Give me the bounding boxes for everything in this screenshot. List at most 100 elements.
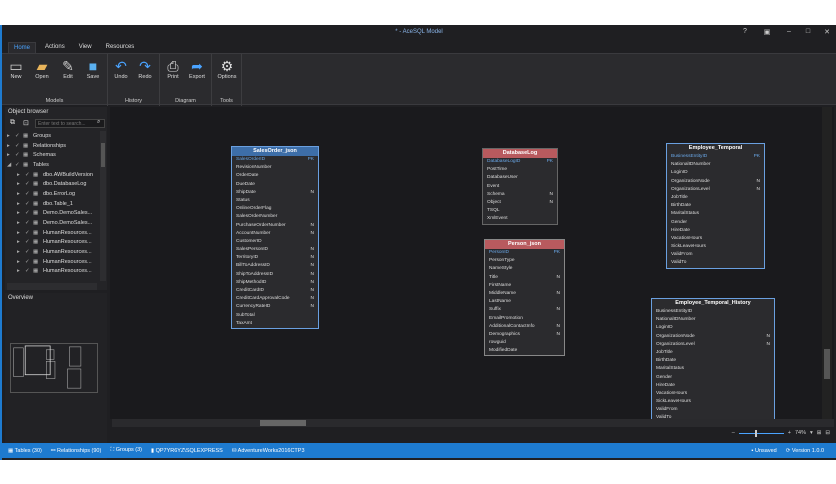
column-row[interactable]: LoginID [667,169,764,177]
tree-item[interactable]: ▸ ✓ ▦ Demo.DemoSales... [7,209,99,219]
column-row[interactable]: HireDate [652,382,774,390]
column-row[interactable]: BillToAddressID N [232,262,318,270]
column-row[interactable]: AdditionalContactInfo N [485,323,564,331]
expand-toggle-icon[interactable]: ▸ [17,200,20,207]
filter-icon[interactable]: ⊡ [23,120,29,127]
zoom-in-button[interactable]: + [787,430,791,436]
expand-toggle-icon[interactable]: ▸ [17,210,20,217]
column-row[interactable]: TerritoryID N [232,254,318,262]
table-header[interactable]: Employee_Temporal_History [652,299,774,308]
checkbox-icon[interactable]: ✓ [25,190,30,197]
column-row[interactable]: ValidTo [667,259,764,267]
save-button[interactable]: ■ Save [82,58,104,80]
column-row[interactable]: OrganizationLevel N [667,186,764,194]
tree-item[interactable]: ▸ ✓ ▦ HumanResources... [7,228,99,238]
column-row[interactable]: BirthDate [652,357,774,365]
column-row[interactable]: ValidFrom [652,406,774,414]
column-row[interactable]: MiddleName N [485,290,564,298]
column-row[interactable]: PersonType [485,257,564,265]
checkbox-icon[interactable]: ✓ [25,229,30,236]
search-input[interactable]: Enter text to search... [35,119,105,128]
expand-toggle-icon[interactable]: ▸ [17,258,20,265]
column-row[interactable]: ValidTo [652,414,774,422]
expand-toggle-icon[interactable]: ▸ [17,229,20,236]
tree-item[interactable]: ◢ ✓ ▦ Tables [7,160,99,170]
table-header[interactable]: Person_json [485,240,564,249]
expand-toggle-icon[interactable]: ▸ [17,171,20,178]
status-groups[interactable]: ⛶ Groups (3) [110,447,143,453]
table-header[interactable]: DatabaseLog [483,149,557,158]
column-row[interactable]: NationalIDNumber [652,316,774,324]
column-row[interactable]: TaxAmt [232,320,318,328]
tab-actions[interactable]: Actions [45,44,65,50]
column-row[interactable]: PersonID PK [485,249,564,257]
tree-item[interactable]: ▸ ✓ ▦ Relationships [7,141,99,151]
column-row[interactable]: MaritalStatus [652,365,774,373]
column-row[interactable]: FirstName [485,282,564,290]
column-row[interactable]: Gender [667,219,764,227]
expand-toggle-icon[interactable]: ▸ [7,132,10,139]
options-button[interactable]: ⚙ Options [216,58,238,80]
entity-table[interactable]: Employee_Temporal BusinessEntityID PK Natio… [666,143,765,269]
expand-toggle-icon[interactable]: ▸ [7,152,10,159]
minimize-icon[interactable]: – [787,28,791,35]
table-header[interactable]: SalesOrder_json [232,147,318,156]
search-icon[interactable]: ⌕ [97,119,101,125]
column-row[interactable]: TSQL [483,207,557,215]
print-button[interactable]: ⎙ Print [162,58,184,80]
column-row[interactable]: HireDate [667,227,764,235]
undo-button[interactable]: ↶ Undo [110,58,132,80]
diagram-canvas[interactable]: SalesOrder_json SalesOrderID PK RevisionNum… [110,107,834,424]
checkbox-icon[interactable]: ✓ [15,161,20,168]
entity-table[interactable]: Employee_Temporal_History BusinessEntityI… [651,298,775,424]
checkbox-icon[interactable]: ✓ [25,268,30,275]
column-row[interactable]: AccountNumber N [232,230,318,238]
collapse-all-icon[interactable]: ⧉ [10,119,15,126]
expand-toggle-icon[interactable]: ▸ [17,181,20,188]
checkbox-icon[interactable]: ✓ [15,152,20,159]
checkbox-icon[interactable]: ✓ [25,249,30,256]
checkbox-icon[interactable]: ✓ [25,200,30,207]
checkbox-icon[interactable]: ✓ [25,171,30,178]
checkbox-icon[interactable]: ✓ [15,132,20,139]
column-row[interactable]: EmailPromotion [485,315,564,323]
tree-item[interactable]: ▸ ✓ ▦ dbo.ErrorLog [7,189,99,199]
column-row[interactable]: DatabaseLogID PK [483,158,557,166]
entity-table[interactable]: Person_json PersonID PK PersonType NameStyle… [484,239,565,357]
column-row[interactable]: Event [483,183,557,191]
tab-resources[interactable]: Resources [105,44,135,50]
column-row[interactable]: BusinessEntityID [652,308,774,316]
tree-item[interactable]: ▸ ✓ ▦ Demo.DemoSales... [7,218,99,228]
column-row[interactable]: CustomerID [232,238,318,246]
zoom-slider[interactable] [738,429,784,437]
column-row[interactable]: ModifiedDate [485,347,564,355]
column-row[interactable]: Demographics N [485,331,564,339]
column-row[interactable]: OrderDate [232,172,318,180]
column-row[interactable]: ValidFrom [667,251,764,259]
expand-toggle-icon[interactable]: ▸ [17,268,20,275]
column-row[interactable]: Gender [652,374,774,382]
layout-icon[interactable]: ▣ [763,29,771,36]
column-row[interactable]: Object N [483,199,557,207]
tab-view[interactable]: View [78,44,92,50]
expand-toggle-icon[interactable]: ▸ [7,142,10,149]
actual-size-icon[interactable]: ⊟ [825,430,830,436]
column-row[interactable]: BusinessEntityID PK [667,153,764,161]
column-row[interactable]: CreditCardApprovalCode N [232,295,318,303]
column-row[interactable]: SalesPersonID N [232,246,318,254]
column-row[interactable]: BirthDate [667,202,764,210]
canvas-vertical-scrollbar[interactable] [822,107,832,419]
checkbox-icon[interactable]: ✓ [25,181,30,188]
checkbox-icon[interactable]: ✓ [25,210,30,217]
status-relationships[interactable]: ⚯ Relationships (90) [50,447,102,454]
redo-button[interactable]: ↷ Redo [134,58,156,80]
maximize-icon[interactable]: □ [805,28,811,35]
canvas-horizontal-scrollbar[interactable] [112,419,834,427]
entity-table[interactable]: DatabaseLog DatabaseLogID PK PostTime Databa… [482,148,558,225]
tree-item[interactable]: ▸ ✓ ▦ dbo.Table_1 [7,199,99,209]
column-row[interactable]: Status [232,197,318,205]
overview-minimap[interactable] [10,343,98,393]
tree-item[interactable]: ▸ ✓ ▦ dbo.AWBuildVersion [7,170,99,180]
column-row[interactable]: CurrencyRateID N [232,303,318,311]
table-header[interactable]: Employee_Temporal [667,144,764,153]
